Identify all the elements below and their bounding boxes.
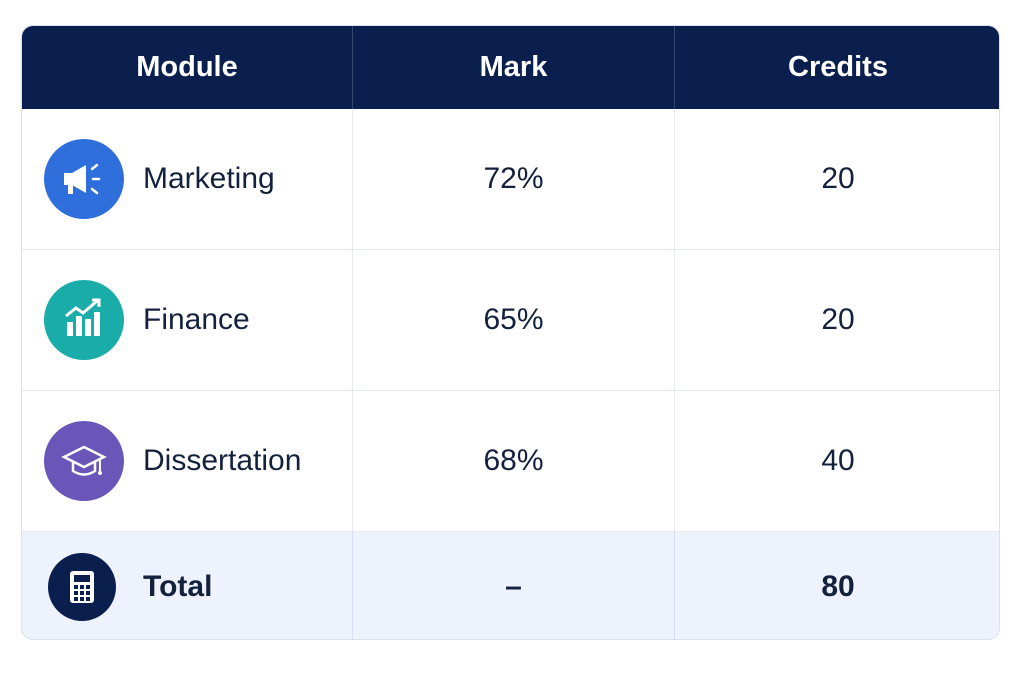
cell-value: 20 xyxy=(821,303,855,336)
cell-value: 40 xyxy=(821,444,855,477)
cell-value: 80 xyxy=(821,569,855,603)
module-name: Marketing xyxy=(143,162,275,195)
header-text: Mark xyxy=(479,51,548,83)
module-name: Finance xyxy=(143,303,250,336)
table-cell: 80 xyxy=(675,532,999,639)
cell-value: 65% xyxy=(483,303,544,336)
module-icon xyxy=(44,139,124,219)
cell-value: 72% xyxy=(483,162,544,195)
header-row: Module Mark Credits xyxy=(22,26,999,109)
module-icon xyxy=(44,421,124,501)
header-cell: Mark xyxy=(353,26,675,109)
cell-value: 20 xyxy=(821,162,855,195)
module-icon xyxy=(48,552,116,621)
header-cell: Module xyxy=(22,26,353,109)
grades-table: Module Mark Credits Marketing 72% 20 Finance 65… xyxy=(21,25,1000,640)
table-cell: – xyxy=(353,532,675,639)
total-label: Total xyxy=(143,569,213,603)
header-cell: Credits xyxy=(675,26,999,109)
table-row: Dissertation 68% 40 xyxy=(22,391,999,532)
table-cell: Dissertation xyxy=(22,391,353,531)
table-cell: 40 xyxy=(675,391,999,531)
table-cell: 68% xyxy=(353,391,675,531)
module-name: Dissertation xyxy=(143,444,302,477)
header-text: Credits xyxy=(788,51,888,83)
table-cell: Marketing xyxy=(22,109,353,249)
total-row: Total – 80 xyxy=(22,532,999,639)
cell-value: 68% xyxy=(483,444,544,477)
table-cell: 72% xyxy=(353,109,675,249)
table-cell: 65% xyxy=(353,250,675,390)
header-text: Module xyxy=(136,51,238,83)
cell-value: – xyxy=(505,569,522,603)
table-row: Marketing 72% 20 xyxy=(22,109,999,250)
table-cell: Total xyxy=(22,532,353,639)
table-cell: Finance xyxy=(22,250,353,390)
table-cell: 20 xyxy=(675,109,999,249)
table-row: Finance 65% 20 xyxy=(22,250,999,391)
table-cell: 20 xyxy=(675,250,999,390)
module-icon xyxy=(44,280,124,360)
